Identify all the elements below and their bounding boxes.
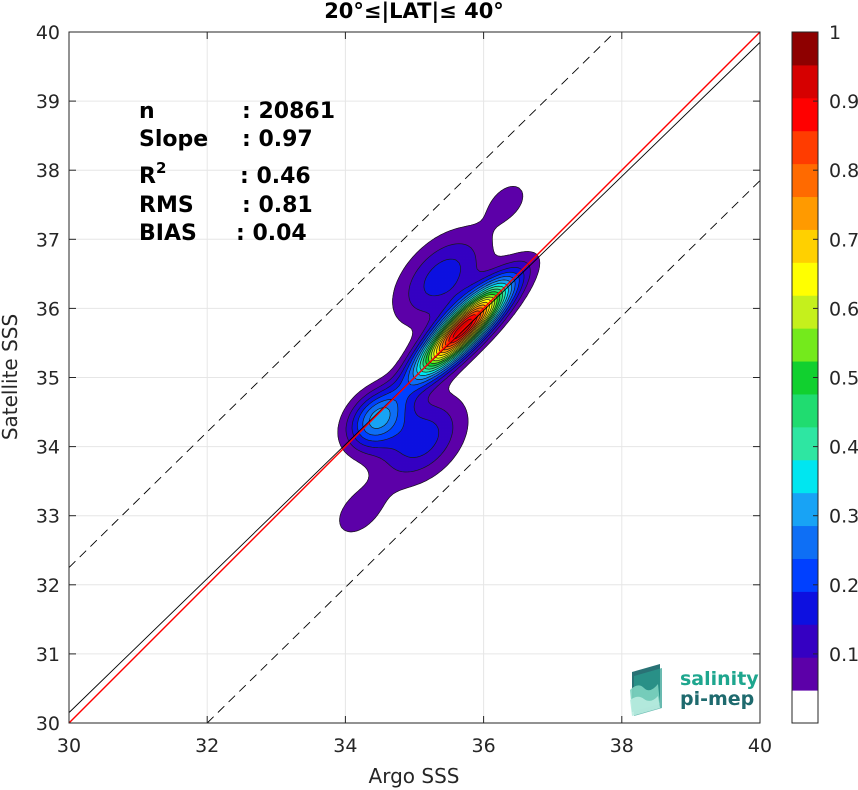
colorbar-tick-label: 0.7 <box>829 229 858 251</box>
x-tick-label: 36 <box>472 735 496 757</box>
y-tick-label: 35 <box>36 368 60 390</box>
stat-label: R2 <box>139 159 166 189</box>
colorbar-swatch <box>792 163 818 198</box>
colorbar-swatch <box>792 624 818 658</box>
regression-line <box>68 31 761 724</box>
stat-value: : 0.97 <box>242 127 313 152</box>
contour-line <box>337 186 541 533</box>
contour-line <box>368 279 513 429</box>
y-tick-label: 37 <box>36 229 60 251</box>
colorbar-swatch <box>792 591 818 625</box>
stat-label: Slope <box>139 127 208 152</box>
colorbar-swatch <box>792 657 818 691</box>
upper-2-sigma-line <box>68 31 616 568</box>
contour-line <box>428 294 498 364</box>
logo-line2: pi-mep <box>680 688 754 710</box>
y-tick-label: 36 <box>36 298 60 320</box>
colorbar-tick-label: 1 <box>829 22 841 44</box>
colorbar-swatch <box>792 295 818 329</box>
y-tick-label: 32 <box>36 575 60 597</box>
stat-value: : 0.04 <box>236 221 307 246</box>
x-tick-label: 40 <box>748 735 772 757</box>
contour-line <box>351 258 525 458</box>
colorbar-swatch <box>792 690 818 724</box>
salinity-pi-mep-logo: salinity pi-mep <box>630 664 759 716</box>
x-axis-label: Argo SSS <box>369 764 460 788</box>
colorbar-tick-label: 0.5 <box>829 368 858 390</box>
colorbar-swatch <box>792 130 818 165</box>
y-tick-label: 34 <box>36 437 60 459</box>
colorbar-swatch <box>792 97 818 132</box>
stat-value: : 0.81 <box>242 193 313 218</box>
colorbar-swatch <box>792 196 818 230</box>
colorbar-tick-label: 0.9 <box>829 91 858 113</box>
colorbar-swatch <box>792 328 818 362</box>
colorbar-swatch <box>792 262 818 296</box>
contour-line <box>441 307 485 351</box>
contour-line <box>357 271 520 442</box>
logo-line1: salinity <box>680 668 759 690</box>
logo-icon <box>630 664 662 716</box>
y-tick-label: 33 <box>36 506 60 528</box>
colorbar-tick-label: 0.1 <box>829 644 858 666</box>
contour-line <box>422 288 503 370</box>
colorbar-swatch <box>792 492 818 527</box>
stat-label: RMS <box>139 193 194 218</box>
stat-label-sup: 2 <box>156 159 166 177</box>
stats-box: n : 20861 Slope : 0.97 R2 : 0.46 RMS : 0.81 BIAS… <box>139 99 335 246</box>
x-tick-label: 30 <box>57 735 81 757</box>
colorbar-tick-label: 0.4 <box>829 437 858 459</box>
colorbar-tick-label: 0.2 <box>829 575 858 597</box>
x-tick-label: 34 <box>333 735 357 757</box>
colorbar-swatch <box>792 459 818 494</box>
stat-label: BIAS <box>139 221 197 246</box>
contour-line <box>452 318 474 339</box>
colorbar-swatch <box>792 229 818 263</box>
stat-value: : 0.46 <box>240 164 311 189</box>
colorbar-tick-label: 0.6 <box>829 298 858 320</box>
colorbar-swatch <box>792 32 818 66</box>
chart-title: 20°≤|LAT|≤ 40° <box>324 0 504 24</box>
contour-line <box>362 275 516 436</box>
contour-line <box>433 299 493 359</box>
contour-line <box>419 285 506 373</box>
x-tick-label: 38 <box>610 735 634 757</box>
stat-label: n <box>139 99 155 124</box>
contour-line <box>425 291 501 367</box>
colorbar-swatch <box>792 558 818 592</box>
colorbar-swatch <box>792 393 818 428</box>
colorbar-tick-label: 0.8 <box>829 160 858 182</box>
x-tick-label: 32 <box>195 735 219 757</box>
contour-line <box>448 314 478 344</box>
colorbar-swatch <box>792 525 818 559</box>
contour-line <box>438 304 488 354</box>
axis-ticks: 30 32 34 36 38 40 30 31 32 33 34 35 36 37 38 39 40 <box>36 22 772 757</box>
y-tick-label: 31 <box>36 644 60 666</box>
colorbar-tick-label: 0.3 <box>829 506 858 528</box>
contour-line <box>416 282 509 376</box>
y-axis-label: Satellite SSS <box>0 314 22 440</box>
lower-2-sigma-line <box>206 180 761 724</box>
y-tick-label: 40 <box>36 22 60 44</box>
y-tick-label: 30 <box>36 713 60 735</box>
contour-line <box>430 296 496 362</box>
contour-line <box>436 301 490 356</box>
contour-line <box>345 243 531 473</box>
y-tick-label: 38 <box>36 160 60 182</box>
contour-line <box>444 310 482 348</box>
y-tick-label: 39 <box>36 91 60 113</box>
stat-value: : 20861 <box>242 99 335 124</box>
colorbar-swatch <box>792 64 818 99</box>
colorbar: 0.1 0.2 0.3 0.4 0.5 0.6 0.7 0.8 0.9 1 <box>791 22 858 724</box>
density-contours <box>337 186 541 533</box>
reference-lines <box>68 31 761 724</box>
colorbar-swatch <box>792 426 818 461</box>
